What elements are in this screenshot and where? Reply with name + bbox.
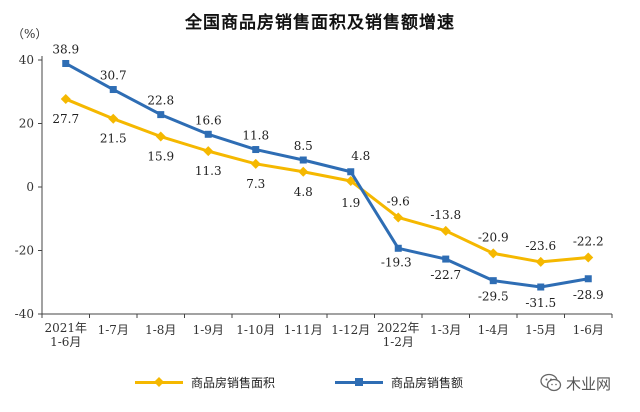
data-label: 4.8 (351, 149, 370, 163)
chart-legend: 商品房销售面积 商品房销售额 (0, 371, 640, 393)
legend-label-amount: 商品房销售额 (391, 375, 464, 390)
data-label: -13.8 (430, 208, 461, 222)
data-point (489, 277, 497, 285)
series-line-0 (65, 97, 589, 264)
data-point (155, 131, 166, 142)
x-tick-label: 1-6月 (50, 335, 81, 349)
x-tick-label: 2021年 (44, 321, 87, 335)
legend-item-area: 商品房销售面积 (135, 371, 275, 393)
data-label: 21.5 (100, 132, 127, 146)
data-point (488, 248, 499, 259)
data-label: -29.5 (478, 290, 509, 304)
data-label: 22.8 (147, 94, 174, 108)
data-label: 38.9 (52, 42, 79, 56)
legend-label-area: 商品房销售面积 (191, 375, 276, 390)
data-point (393, 212, 404, 223)
x-tick-label: 1-4月 (478, 323, 509, 337)
data-label: -22.7 (430, 268, 461, 282)
watermark-text: 木业网 (566, 374, 612, 393)
x-tick-label: 1-9月 (193, 323, 224, 337)
data-point (298, 166, 309, 177)
data-label: -28.9 (573, 288, 604, 302)
data-point (442, 255, 450, 263)
legend-swatch-amount (335, 376, 383, 388)
data-label: 11.3 (195, 164, 222, 178)
data-point (440, 225, 451, 236)
x-tick-label: 1-3月 (430, 323, 461, 337)
data-labels-layer: 27.7 21.5 15.9 11.3 7.3 4.8 1.9 -9.6 -13.8 -20.9 -… (52, 42, 603, 310)
chart-axes (41, 56, 612, 315)
data-point (252, 146, 260, 154)
data-point (584, 275, 592, 283)
y-axis-ticks: 40 20 0 -20 -40 (15, 53, 42, 321)
data-label: 30.7 (100, 69, 127, 83)
y-tick-label: 20 (19, 117, 34, 131)
data-point (62, 59, 70, 67)
data-point (60, 94, 71, 105)
data-point (250, 158, 261, 169)
wechat-icon (540, 373, 562, 392)
data-label: 8.5 (294, 139, 313, 153)
legend-swatch-area (135, 376, 183, 388)
watermark: 木业网 (540, 372, 635, 394)
x-tick-label: 1-5月 (525, 323, 556, 337)
y-axis-unit: （%） (12, 27, 48, 41)
data-point (299, 156, 307, 164)
y-tick-label: 0 (26, 180, 34, 194)
x-tick-label: 2022年 (377, 321, 420, 335)
x-tick-label: 1-8月 (145, 323, 176, 337)
data-label: 11.8 (242, 129, 269, 143)
x-tick-label: 1-6月 (573, 323, 604, 337)
data-point (204, 130, 212, 138)
chart-title: 全国商品房销售面积及销售额增速 (185, 13, 455, 33)
data-point (535, 256, 546, 267)
x-tick-label: 1-2月 (383, 335, 414, 349)
x-tick-label: 1-10月 (236, 323, 275, 337)
data-label: -20.9 (478, 230, 509, 244)
data-label: -31.5 (525, 296, 556, 310)
data-label: 15.9 (147, 150, 174, 164)
x-tick-label: 1-11月 (284, 323, 323, 337)
data-label: 4.8 (294, 185, 313, 199)
data-label: -19.3 (381, 255, 412, 269)
y-tick-label: -40 (15, 307, 34, 321)
data-point (394, 244, 402, 252)
x-tick-label: 1-7月 (98, 323, 129, 337)
data-point (109, 86, 117, 94)
y-tick-label: -20 (15, 244, 34, 258)
data-point (347, 168, 355, 176)
data-label: 7.3 (246, 177, 265, 191)
data-label: 1.9 (341, 196, 360, 210)
data-point (537, 283, 545, 291)
data-point (157, 111, 165, 119)
series-line-1 (65, 62, 589, 289)
data-label: 16.6 (195, 113, 222, 127)
series-layer (60, 59, 594, 291)
data-label: -22.2 (573, 234, 604, 248)
data-point (203, 146, 214, 157)
legend-item-amount: 商品房销售额 (335, 371, 463, 393)
y-tick-label: 40 (19, 53, 34, 67)
data-point (108, 113, 119, 124)
data-label: -9.6 (387, 194, 410, 208)
data-point (583, 252, 594, 263)
data-label: 27.7 (52, 112, 79, 126)
data-label: -23.6 (525, 239, 556, 253)
x-tick-label: 1-12月 (331, 323, 370, 337)
